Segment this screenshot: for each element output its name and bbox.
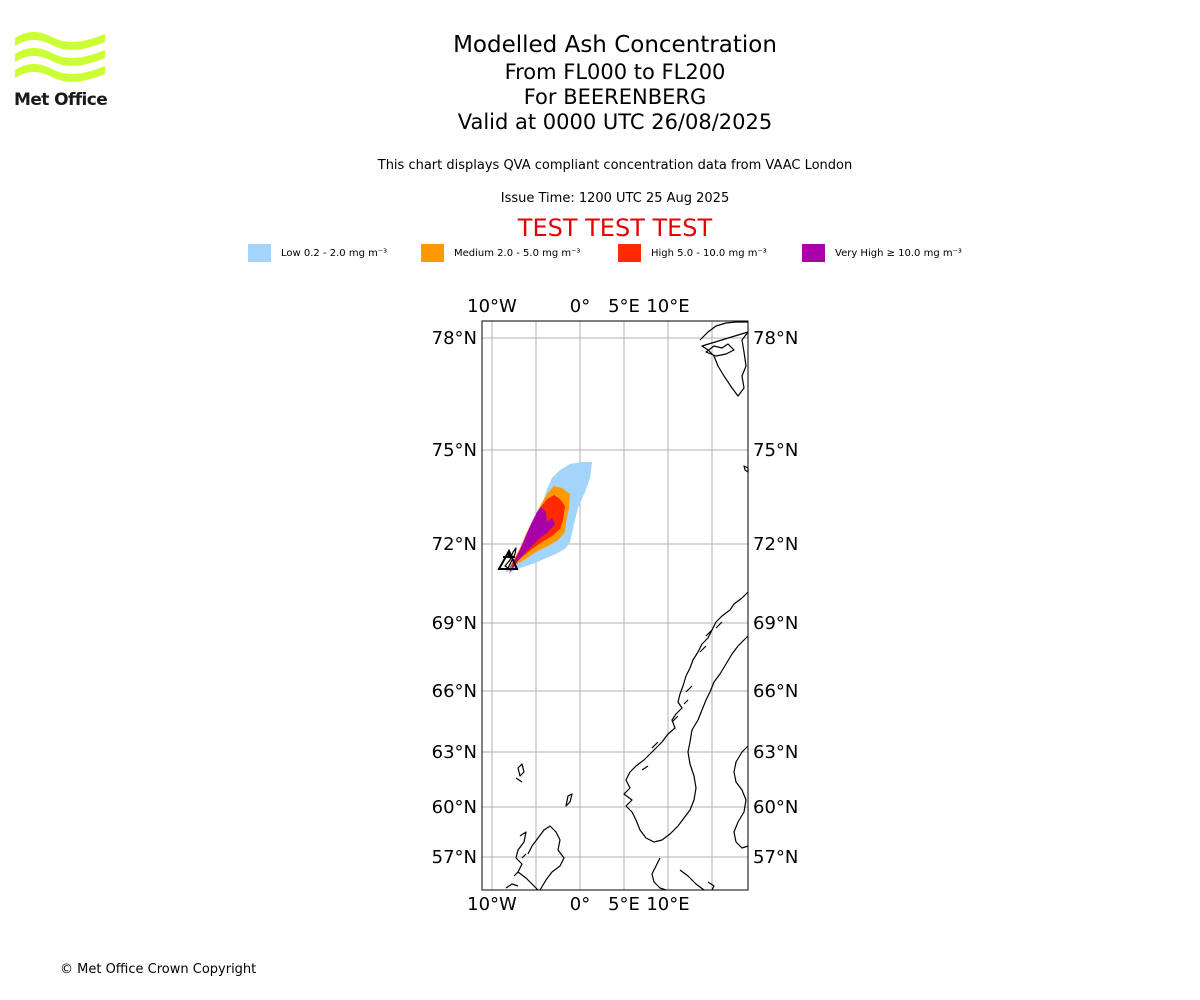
legend-label-very-high: Very High ≥ 10.0 mg m⁻³: [835, 247, 962, 259]
volcano-icon: [497, 548, 519, 570]
ash-region-very-high: [509, 507, 555, 574]
legend-item-very-high: Very High ≥ 10.0 mg m⁻³: [802, 244, 962, 262]
legend-swatch-medium: [421, 244, 444, 262]
copyright-notice: © Met Office Crown Copyright: [60, 962, 257, 977]
issue-time: Issue Time: 1200 UTC 25 Aug 2025: [500, 191, 730, 206]
lon-label-top-10w: 10°W: [467, 296, 517, 317]
lon-label-bottom-5e: 5°E: [608, 894, 640, 915]
lat-label-left-57n: 57°N: [432, 847, 477, 868]
lat-labels-left: 78°N 75°N 72°N 69°N 66°N 63°N 60°N 57°N: [432, 328, 477, 868]
graticule: [482, 321, 748, 890]
lon-labels-top: 10°W 0° 5°E 10°E: [467, 296, 689, 317]
met-office-logo: Met Office: [14, 30, 110, 112]
test-banner: TEST TEST TEST: [517, 214, 713, 242]
legend-label-medium: Medium 2.0 - 5.0 mg m⁻³: [454, 247, 581, 259]
legend-swatch-low: [248, 244, 271, 262]
map-canvas: [482, 321, 748, 890]
valid-time: Valid at 0000 UTC 26/08/2025: [457, 110, 773, 134]
lat-label-left-78n: 78°N: [432, 328, 477, 349]
lat-label-left-66n: 66°N: [432, 681, 477, 702]
lon-label-bottom-10e: 10°E: [646, 894, 689, 915]
legend-item-high: High 5.0 - 10.0 mg m⁻³: [618, 244, 767, 262]
lon-label-bottom-0: 0°: [570, 894, 590, 915]
met-office-waves-icon: [15, 31, 105, 82]
lat-label-right-57n: 57°N: [753, 847, 798, 868]
lat-label-right-60n: 60°N: [753, 797, 798, 818]
coast-scottish-isles: [505, 853, 527, 889]
lat-label-left-72n: 72°N: [432, 534, 477, 555]
lat-label-right-63n: 63°N: [753, 742, 798, 763]
lat-label-right-75n: 75°N: [753, 440, 798, 461]
lon-label-top-0: 0°: [570, 296, 590, 317]
lon-label-top-5e: 5°E: [608, 296, 640, 317]
met-office-logo-text: Met Office: [14, 90, 108, 110]
coast-denmark: [651, 857, 715, 891]
lat-label-left-69n: 69°N: [432, 613, 477, 634]
lon-label-bottom-10w: 10°W: [467, 894, 517, 915]
legend-item-low: Low 0.2 - 2.0 mg m⁻³: [248, 244, 387, 262]
volcano-marker: [497, 548, 519, 570]
coast-sweden: [733, 745, 749, 849]
lat-label-left-75n: 75°N: [432, 440, 477, 461]
lat-labels-right: 78°N 75°N 72°N 69°N 66°N 63°N 60°N 57°N: [753, 328, 798, 868]
lon-labels-bottom: 10°W 0° 5°E 10°E: [467, 894, 689, 915]
map-frame: [481, 320, 749, 891]
volcano-name: For BEERENBERG: [523, 85, 707, 109]
main-title: Modelled Ash Concentration: [453, 32, 777, 58]
lat-label-right-72n: 72°N: [753, 534, 798, 555]
flight-level-range: From FL000 to FL200: [504, 60, 726, 84]
legend-swatch-high: [618, 244, 641, 262]
ash-plume: [505, 462, 592, 574]
coastlines: [504, 321, 749, 891]
coast-norway: [623, 591, 749, 843]
chart-description: This chart displays QVA compliant concen…: [377, 158, 853, 173]
coast-svalbard: [699, 321, 749, 397]
legend-item-medium: Medium 2.0 - 5.0 mg m⁻³: [421, 244, 580, 262]
lat-label-right-66n: 66°N: [753, 681, 798, 702]
lat-label-right-69n: 69°N: [753, 613, 798, 634]
lat-label-left-60n: 60°N: [432, 797, 477, 818]
coast-faroe: [515, 763, 525, 783]
coast-shetland: [565, 793, 573, 807]
coast-norway-islands: [641, 621, 723, 771]
legend-label-low: Low 0.2 - 2.0 mg m⁻³: [281, 247, 388, 259]
legend-swatch-very-high: [802, 244, 825, 262]
chart-titles: Modelled Ash Concentration From FL000 to…: [315, 30, 915, 135]
lon-label-top-10e: 10°E: [646, 296, 689, 317]
legend-label-high: High 5.0 - 10.0 mg m⁻³: [651, 247, 767, 259]
lat-label-left-63n: 63°N: [432, 742, 477, 763]
coast-scotland: [515, 825, 565, 891]
lat-label-right-78n: 78°N: [753, 328, 798, 349]
